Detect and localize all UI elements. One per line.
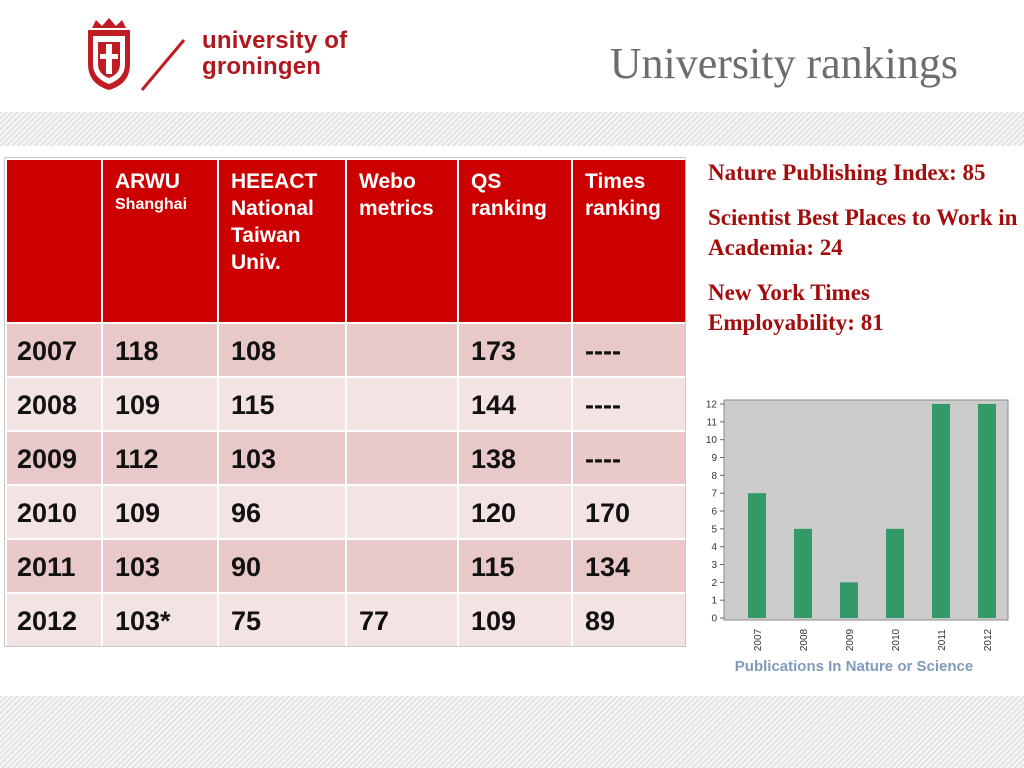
plot-area <box>723 399 1009 621</box>
table-cell: ---- <box>571 322 687 378</box>
y-tick-label: 10 <box>706 435 718 446</box>
decorative-band-top <box>0 112 1024 146</box>
table-cell: 109 <box>101 376 219 432</box>
column-header-year <box>5 158 103 324</box>
metric-best-places: Scientist Best Places to Work in Academi… <box>708 205 1018 260</box>
bar-2007 <box>748 493 766 618</box>
table-cell: 90 <box>217 538 347 594</box>
table-row: 2012 103* 75 77 109 89 <box>5 592 687 648</box>
decorative-band-bottom <box>0 696 1024 768</box>
y-tick-label: 3 <box>711 560 717 571</box>
y-tick-label: 8 <box>711 471 717 482</box>
table-cell: 96 <box>217 484 347 540</box>
side-metrics: Nature Publishing Index: 85 Scientist Be… <box>708 158 1018 353</box>
table-cell: 134 <box>571 538 687 594</box>
column-header-sublabel: Shanghai <box>115 196 188 213</box>
table-row: 2007 118 108 173 ---- <box>5 322 687 378</box>
table-cell: 108 <box>217 322 347 378</box>
bar-2009 <box>840 582 858 618</box>
column-header-webometrics: Webo metrics <box>345 158 459 324</box>
metric-nyt-employability: New York Times Employability: 81 <box>708 280 884 335</box>
table-cell: 173 <box>457 322 573 378</box>
x-tick-label: 2007 <box>753 628 764 651</box>
table-row: 2011 103 90 115 134 <box>5 538 687 594</box>
y-tick-label: 12 <box>706 400 718 411</box>
table-cell: 138 <box>457 430 573 486</box>
table-cell-year: 2012 <box>5 592 103 648</box>
column-header-label: ARWU <box>115 170 180 193</box>
table-cell: 120 <box>457 484 573 540</box>
university-logo[interactable]: university of groningen <box>80 14 370 94</box>
y-tick-label: 5 <box>711 524 717 535</box>
table-cell: 103* <box>101 592 219 648</box>
logo-line-2: groningen <box>202 53 322 80</box>
table-cell <box>345 376 459 432</box>
table-cell-year: 2010 <box>5 484 103 540</box>
logo-wordmark: university of groningen <box>202 28 347 80</box>
table-cell-year: 2008 <box>5 376 103 432</box>
y-tick-label: 6 <box>711 507 717 518</box>
chart-caption: Publications In Nature or Science <box>734 658 974 675</box>
table-cell: 103 <box>217 430 347 486</box>
table-cell <box>345 430 459 486</box>
column-header-times: Times ranking <box>571 158 687 324</box>
table-row: 2010 109 96 120 170 <box>5 484 687 540</box>
coat-of-arms-icon <box>88 18 186 91</box>
y-tick-label: 7 <box>711 489 717 500</box>
x-tick-label: 2010 <box>891 628 902 651</box>
bar-2012 <box>978 404 996 618</box>
rankings-table: ARWU Shanghai HEEACT National Taiwan Uni… <box>5 158 687 648</box>
table-cell: 118 <box>101 322 219 378</box>
table-cell-year: 2011 <box>5 538 103 594</box>
table-cell <box>345 484 459 540</box>
y-tick-label: 1 <box>711 596 717 607</box>
table-cell-year: 2007 <box>5 322 103 378</box>
y-tick-label: 11 <box>707 417 718 428</box>
table-cell: 75 <box>217 592 347 648</box>
page-title: University rankings <box>609 39 958 88</box>
bar-2011 <box>932 404 950 618</box>
table-cell: 109 <box>101 484 219 540</box>
table-cell: 103 <box>101 538 219 594</box>
header: university of groningen University ranki… <box>0 0 1024 112</box>
bar-2008 <box>794 528 812 618</box>
table-row: 2009 112 103 138 ---- <box>5 430 687 486</box>
logo-line-1: university of <box>202 27 348 54</box>
table-cell <box>345 538 459 594</box>
table-header-row: ARWU Shanghai HEEACT National Taiwan Uni… <box>5 158 687 324</box>
y-tick-label: 9 <box>711 453 717 464</box>
x-tick-label: 2009 <box>845 628 856 651</box>
table-cell: 115 <box>217 376 347 432</box>
table-cell: 109 <box>457 592 573 648</box>
table-cell: 144 <box>457 376 573 432</box>
x-tick-label: 2011 <box>937 629 948 651</box>
y-tick-label: 0 <box>711 614 717 625</box>
table-cell: ---- <box>571 430 687 486</box>
table-cell <box>345 322 459 378</box>
x-tick-label: 2012 <box>983 628 994 651</box>
table-cell: ---- <box>571 376 687 432</box>
table-cell: 89 <box>571 592 687 648</box>
table-cell: 112 <box>101 430 219 486</box>
x-tick-label: 2008 <box>799 628 810 651</box>
column-header-qs: QS ranking <box>457 158 573 324</box>
table-row: 2008 109 115 144 ---- <box>5 376 687 432</box>
table-cell: 77 <box>345 592 459 648</box>
y-tick-label: 4 <box>711 542 717 553</box>
y-tick-label: 2 <box>711 578 717 589</box>
metric-nature-index: Nature Publishing Index: 85 <box>708 160 986 185</box>
table-cell: 115 <box>457 538 573 594</box>
table-cell: 170 <box>571 484 687 540</box>
table-cell-year: 2009 <box>5 430 103 486</box>
column-header-heeact: HEEACT National Taiwan Univ. <box>217 158 347 324</box>
column-header-arwu: ARWU Shanghai <box>101 158 219 324</box>
bar-2010 <box>886 528 904 618</box>
